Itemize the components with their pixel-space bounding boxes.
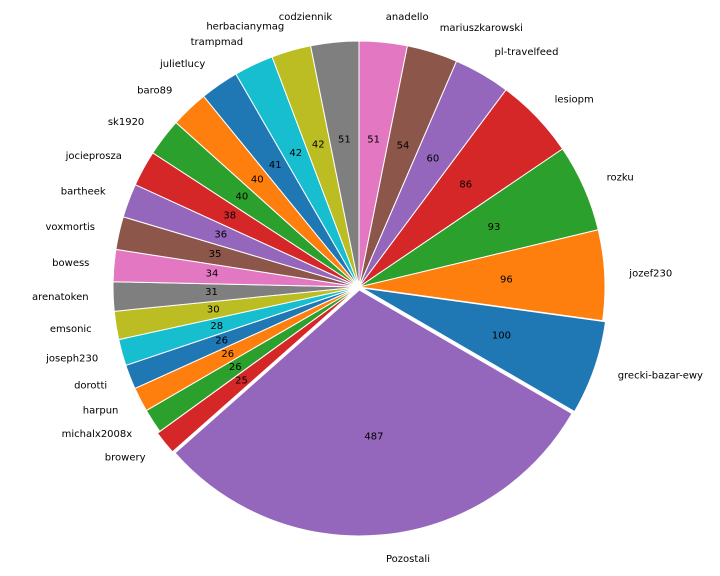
pie-category-label-mariuszkarowski: mariuszkarowski (440, 23, 523, 34)
pie-slice-grecki-bazar-ewy (361, 287, 607, 413)
pie-category-label-grecki-bazar-ewy: grecki-bazar-ewy (618, 371, 703, 382)
pie-category-label-arenatoken: arenatoken (32, 292, 89, 303)
pie-category-labels: anadello mariuszkarowski pl-travelfeed lesi… (32, 12, 703, 565)
pie-value-label-rozku: 93 (488, 222, 501, 233)
pie-category-label-emsonic: emsonic (50, 324, 92, 335)
pie-value-label-lesiopm: 86 (459, 180, 472, 191)
pie-value-label-pl-travelfeed: 60 (427, 154, 440, 165)
pie-value-label-sk1920: 40 (236, 192, 249, 203)
pie-value-label-mariuszkarowski: 54 (397, 141, 410, 152)
pie-value-label-harpun: 26 (221, 349, 234, 360)
pie-value-label-baro89: 40 (251, 175, 264, 186)
pie-category-label-baro89: baro89 (137, 86, 172, 97)
pie-slice-browery (156, 288, 357, 453)
pie-category-label-jocieprosza: jocieprosza (65, 151, 122, 162)
pie-value-label-jocieprosza: 38 (223, 210, 236, 221)
pie-category-label-browery: browery (105, 453, 146, 464)
pie-category-label-voxmortis: voxmortis (45, 222, 95, 233)
pie-category-label-dorotti: dorotti (74, 381, 107, 392)
pie-category-label-harpun: harpun (83, 405, 119, 416)
pie-value-label-herbacianymag: 42 (312, 140, 325, 151)
pie-slice-codziennik (310, 40, 360, 288)
pie-category-label-jozef230: jozef230 (628, 268, 672, 279)
pie-value-label-michalx2008x: 26 (229, 362, 242, 373)
pie-category-label-lesiopm: lesiopm (555, 95, 594, 106)
pie-value-label-arenatoken: 31 (205, 287, 218, 298)
pie-category-label-pozostali: Pozostali (386, 554, 430, 565)
pie-value-label-browery: 25 (235, 376, 248, 387)
pie-category-label-bowess: bowess (52, 258, 89, 269)
pie-value-label-anadello: 51 (367, 135, 380, 146)
pie-value-label-dorotti: 26 (215, 336, 228, 347)
pie-value-label-pozostali: 487 (364, 431, 383, 442)
pie-slices (112, 40, 607, 537)
pie-category-label-julietlucy: julietlucy (159, 59, 205, 70)
pie-value-label-trampmad: 42 (289, 148, 302, 159)
pie-category-label-michalx2008x: michalx2008x (62, 429, 133, 440)
pie-category-label-anadello: anadello (386, 12, 429, 23)
pie-slice-jozef230 (358, 229, 606, 322)
pie-category-label-bartheek: bartheek (61, 186, 106, 197)
pie-category-label-trampmad: trampmad (191, 37, 243, 48)
pie-value-label-grecki-bazar-ewy: 100 (492, 331, 511, 342)
pie-category-label-pl-travelfeed: pl-travelfeed (495, 47, 559, 58)
pie-category-label-sk1920: sk1920 (108, 117, 144, 128)
pie-value-label-codziennik: 51 (338, 135, 351, 146)
pie-value-label-voxmortis: 35 (209, 249, 222, 260)
pie-value-label-jozef230: 96 (500, 274, 513, 285)
pie-category-label-herbacianymag: herbacianymag (206, 21, 284, 32)
pie-value-label-joseph230: 28 (210, 321, 223, 332)
pie-value-label-bartheek: 36 (214, 230, 227, 241)
pie-value-label-julietlucy: 41 (269, 160, 282, 171)
pie-category-label-rozku: rozku (607, 172, 634, 183)
pie-value-label-bowess: 34 (206, 269, 219, 280)
pie-category-label-codziennik: codziennik (279, 12, 333, 23)
pie-category-label-joseph230: joseph230 (45, 354, 98, 365)
pie-value-label-emsonic: 30 (207, 305, 220, 316)
pie-value-labels: 51 54 60 86 93 96 100 487 25 26 26 26 28 30 31 34 35 36 38… (205, 135, 513, 443)
pie-slice-pozostali (174, 289, 573, 537)
